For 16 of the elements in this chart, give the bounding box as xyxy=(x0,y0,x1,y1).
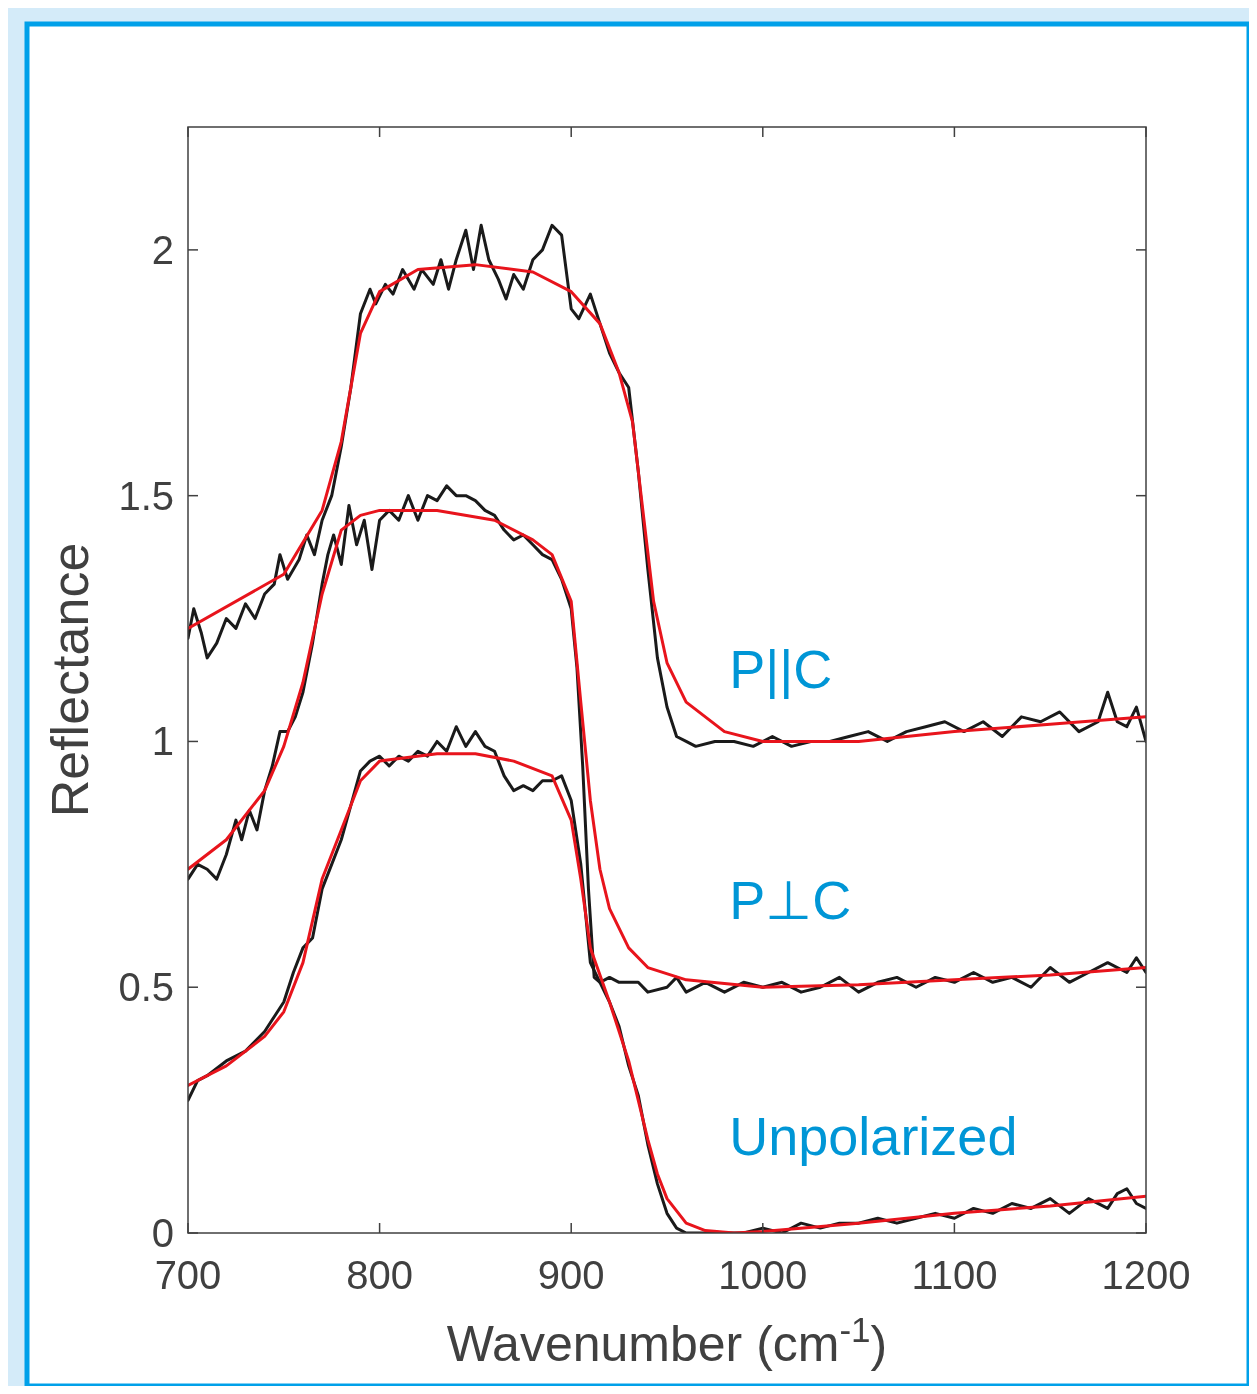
x-tick-label: 1200 xyxy=(1101,1253,1191,1297)
y-tick-label: 1 xyxy=(151,719,174,764)
x-tick-label: 1100 xyxy=(911,1253,998,1297)
x-tick-label: 1000 xyxy=(718,1253,808,1297)
x-tick-label: 900 xyxy=(537,1253,605,1297)
y-tick-label: 0.5 xyxy=(118,965,174,1010)
x-tick-label: 800 xyxy=(346,1253,413,1297)
y-tick-label: 2 xyxy=(151,227,174,272)
y-tick-label: 0 xyxy=(151,1211,174,1255)
x-axis-title: Wavenumber (cm$^{-1}$) xyxy=(446,1309,888,1372)
x-tick-label: 700 xyxy=(154,1253,222,1297)
annotation: P⊥C xyxy=(729,870,852,931)
y-axis-title: Reflectance xyxy=(41,542,99,818)
annotation: Unpolarized xyxy=(729,1106,1018,1167)
y-tick-label: 1.5 xyxy=(118,473,174,518)
annotation: P||C xyxy=(729,639,833,700)
